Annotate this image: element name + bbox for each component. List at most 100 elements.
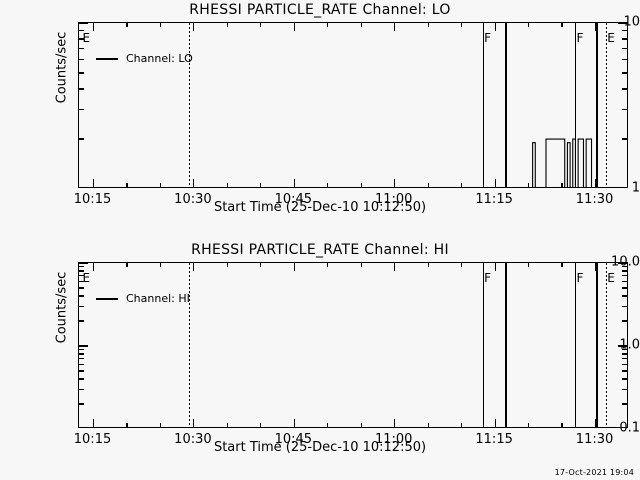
x-major-tick: [494, 419, 496, 427]
y-minor-tick: [622, 59, 627, 61]
y-minor-tick: [79, 370, 84, 372]
x-axis-label-hi: Start Time (25-Dec-10 10:12:50): [213, 440, 427, 455]
x-minor-tick: [126, 183, 128, 187]
y-minor-tick: [79, 88, 84, 90]
plot-frame-lo: [78, 22, 628, 188]
x-minor-tick: [360, 263, 362, 267]
y-minor-tick: [622, 287, 627, 289]
y-minor-tick: [622, 270, 627, 272]
y-minor-tick: [622, 48, 627, 50]
annotation-label-e: E: [82, 31, 91, 45]
y-minor-tick: [79, 109, 84, 111]
annotation-solid-line: [596, 23, 598, 187]
y-minor-tick: [79, 320, 84, 322]
y-major-tick: [79, 23, 88, 24]
annotation-dotted-line: [605, 23, 607, 187]
y-axis-label-lo: Counts/sec: [54, 31, 70, 104]
x-tick-label: 10:45: [274, 432, 313, 447]
y-minor-tick: [622, 388, 627, 390]
y-minor-tick: [79, 295, 84, 297]
y-minor-tick: [622, 138, 627, 140]
x-tick-label: 10:30: [174, 192, 212, 207]
y-minor-tick: [622, 29, 627, 32]
y-minor-tick: [79, 29, 84, 32]
legend-label-hi: Channel: HI: [126, 292, 190, 305]
legend-swatch-lo: [96, 58, 118, 60]
x-major-tick: [293, 263, 295, 271]
legend-label-lo: Channel: LO: [126, 52, 193, 65]
y-tick-label: 1.0: [619, 337, 640, 353]
x-minor-tick: [126, 263, 128, 267]
annotation-label-f: F: [576, 31, 584, 45]
x-minor-tick: [527, 263, 530, 267]
y-minor-tick: [622, 38, 627, 40]
x-minor-tick: [159, 263, 162, 267]
x-minor-tick: [527, 183, 530, 187]
legend-swatch-hi: [96, 298, 118, 300]
y-minor-tick: [79, 59, 84, 61]
x-minor-tick: [561, 183, 563, 187]
x-minor-tick: [226, 183, 228, 187]
x-minor-tick: [327, 423, 329, 427]
x-minor-tick: [327, 23, 329, 27]
x-minor-tick: [126, 423, 128, 427]
y-minor-tick: [622, 266, 627, 268]
y-tick-label: 10: [623, 14, 640, 30]
y-minor-tick: [622, 349, 627, 351]
x-major-tick: [494, 263, 496, 271]
x-major-tick: [293, 419, 295, 427]
x-tick-label: 10:45: [274, 192, 313, 207]
annotation-label-e: E: [607, 31, 615, 45]
x-minor-tick: [260, 183, 262, 187]
x-major-tick: [193, 263, 195, 271]
x-minor-tick: [527, 423, 530, 427]
plot-title-lo: RHESSI PARTICLE_RATE Channel: LO: [189, 2, 451, 18]
x-major-tick: [193, 179, 195, 187]
x-major-tick: [394, 23, 396, 31]
x-minor-tick: [360, 183, 362, 187]
x-minor-tick: [159, 23, 162, 27]
annotation-label-f: F: [484, 31, 491, 45]
y-minor-tick: [79, 48, 84, 50]
x-major-tick: [494, 179, 496, 187]
y-major-tick: [618, 345, 627, 347]
x-tick-label: 10:30: [174, 432, 212, 447]
y-minor-tick: [79, 72, 84, 74]
x-major-tick: [293, 23, 295, 31]
x-minor-tick: [427, 183, 429, 187]
x-minor-tick: [226, 23, 228, 27]
x-minor-tick: [260, 23, 262, 27]
y-minor-tick: [622, 378, 627, 380]
y-minor-tick: [622, 72, 627, 74]
y-minor-tick: [79, 138, 84, 140]
x-tick-label: 11:15: [475, 432, 513, 447]
x-minor-tick: [427, 423, 429, 427]
plot-area-lo: [79, 23, 627, 187]
y-minor-tick: [622, 320, 627, 322]
x-minor-tick: [561, 423, 563, 427]
x-tick-label: 11:00: [374, 192, 413, 207]
x-tick-label: 11:30: [575, 192, 614, 207]
x-major-tick: [594, 23, 597, 31]
x-major-tick: [92, 263, 95, 271]
x-minor-tick: [461, 263, 463, 267]
plot-title-hi: RHESSI PARTICLE_RATE Channel: HI: [191, 242, 449, 258]
x-minor-tick: [260, 423, 262, 427]
y-minor-tick: [79, 363, 84, 365]
y-minor-tick: [622, 88, 627, 90]
render-timestamp: 17-Oct-2021 19:04: [554, 468, 634, 477]
x-minor-tick: [260, 263, 262, 267]
x-major-tick: [193, 23, 195, 31]
annotation-solid-line: [505, 23, 507, 187]
x-major-tick: [394, 263, 396, 271]
y-minor-tick: [79, 38, 84, 40]
annotation-solid-line: [574, 263, 577, 427]
y-minor-tick: [79, 349, 84, 351]
x-major-tick: [92, 23, 95, 31]
y-minor-tick: [79, 403, 84, 405]
x-minor-tick: [427, 23, 429, 27]
x-minor-tick: [126, 23, 128, 27]
x-tick-label: 10:15: [73, 432, 112, 447]
y-minor-tick: [79, 275, 84, 277]
